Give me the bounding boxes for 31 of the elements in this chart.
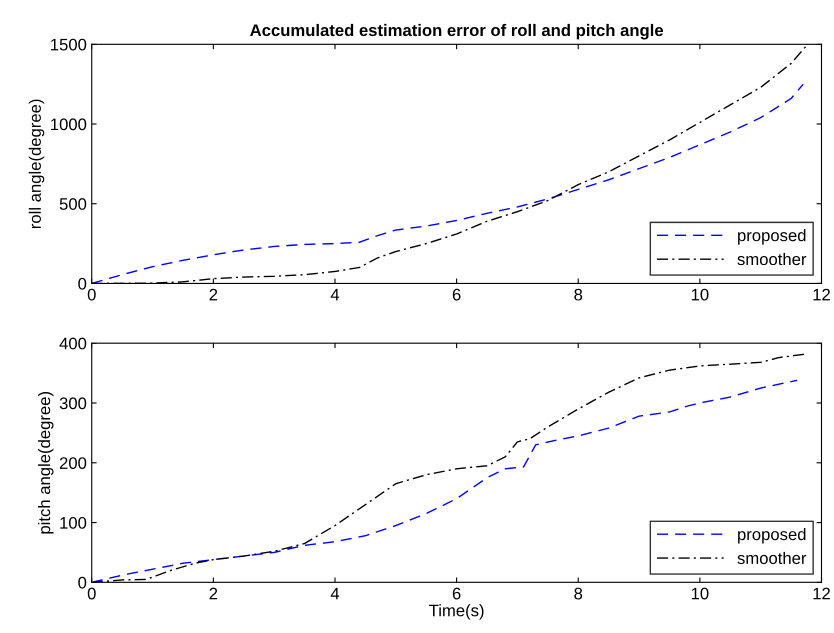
legend-label: proposed bbox=[738, 528, 806, 544]
x-tick-label: 12 bbox=[813, 288, 830, 300]
x-tick-label: 12 bbox=[813, 588, 830, 600]
x-tick-label: 8 bbox=[574, 288, 582, 301]
y-axis-title: roll angle(degree) bbox=[28, 100, 44, 228]
x-tick-label: 2 bbox=[210, 588, 218, 600]
x-tick-label: 0 bbox=[88, 288, 96, 301]
x-tick-label: 0 bbox=[88, 588, 96, 600]
y-axis-title: pitch angle(degree) bbox=[38, 392, 54, 534]
legend-label: smoother bbox=[737, 252, 806, 266]
x-tick-label: 4 bbox=[330, 588, 340, 600]
legend-label: proposed bbox=[738, 229, 806, 245]
y-tick-label: 400 bbox=[59, 338, 86, 350]
x-tick-label: 4 bbox=[330, 288, 340, 300]
chart-title: Accumulated estimation error of roll and pitch angle bbox=[250, 24, 664, 40]
y-tick-label: 1000 bbox=[51, 118, 86, 130]
x-tick-label: 6 bbox=[452, 288, 461, 301]
x-axis-title: Time(s) bbox=[429, 604, 484, 620]
y-tick-label: 200 bbox=[60, 457, 86, 469]
legend-label: smoother bbox=[737, 552, 806, 564]
y-tick-label: 100 bbox=[60, 516, 86, 529]
y-tick-label: 1500 bbox=[51, 38, 86, 51]
y-tick-label: 0 bbox=[78, 576, 86, 589]
x-tick-label: 8 bbox=[574, 588, 582, 600]
y-tick-label: 500 bbox=[60, 198, 86, 210]
y-tick-label: 0 bbox=[78, 278, 86, 290]
x-tick-label: 10 bbox=[692, 588, 708, 600]
y-tick-label: 300 bbox=[60, 397, 86, 410]
x-tick-label: 10 bbox=[692, 288, 708, 301]
x-tick-label: 6 bbox=[452, 588, 461, 600]
x-tick-label: 2 bbox=[210, 288, 218, 300]
